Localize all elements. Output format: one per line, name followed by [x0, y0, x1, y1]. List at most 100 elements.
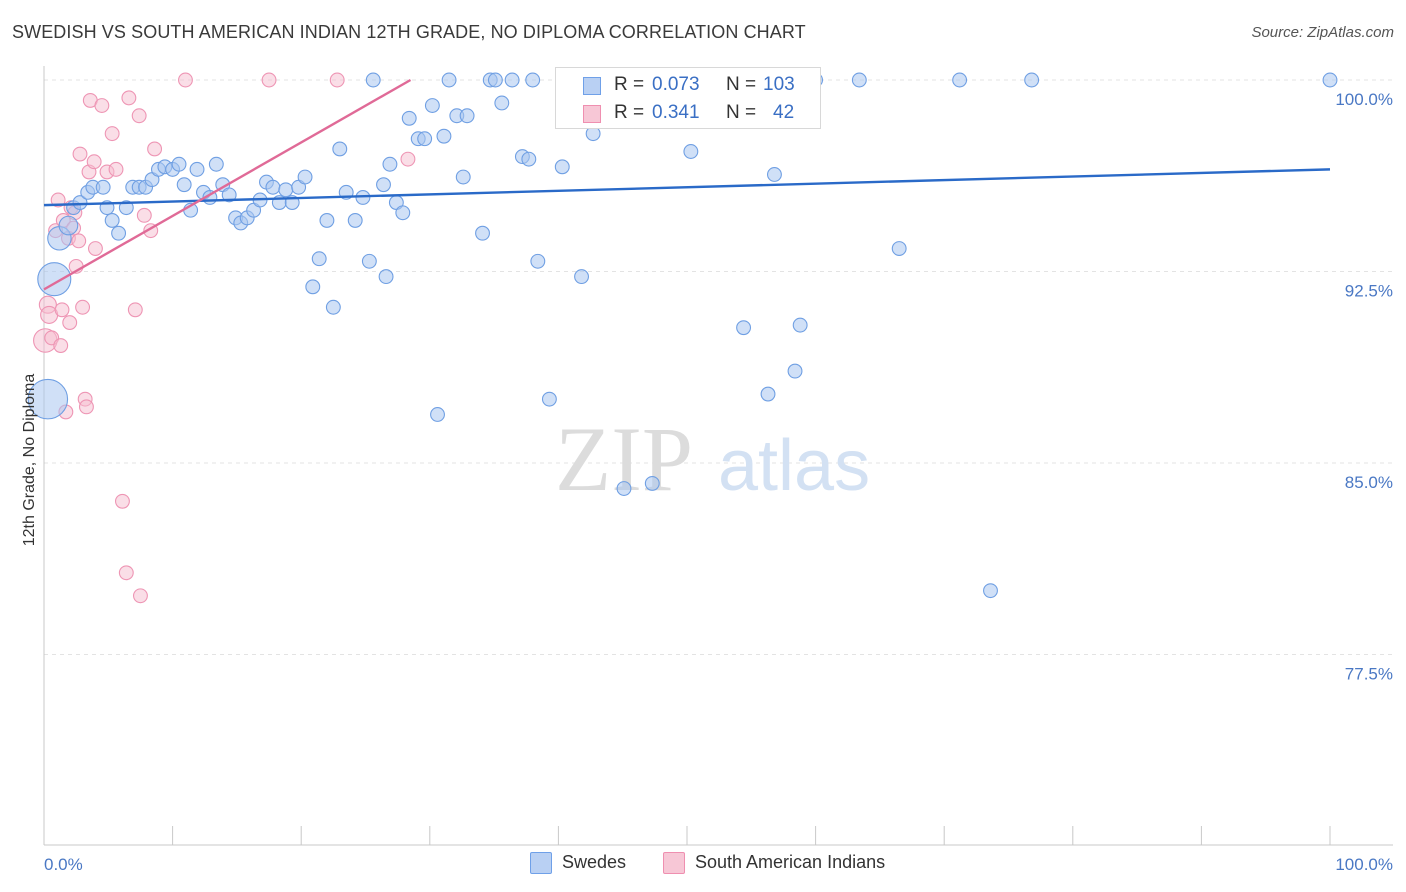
sai-point — [133, 588, 148, 604]
swedes-point — [104, 212, 120, 228]
swedes-point — [319, 212, 335, 228]
sai-point — [114, 493, 130, 509]
sai-point — [86, 154, 102, 170]
legend-n-label: N = — [726, 102, 757, 123]
grid-lines — [44, 79, 1393, 655]
sai-trend-line — [43, 78, 412, 291]
sai-point — [121, 90, 137, 106]
swedes-point — [430, 407, 445, 422]
sai-point — [147, 141, 163, 157]
swedes-point — [325, 299, 341, 315]
swedes-point — [792, 317, 808, 333]
swedes-point — [521, 151, 537, 167]
y-tick-label: 92.5% — [1345, 282, 1393, 301]
swedes-point — [616, 481, 632, 496]
swedes-point — [378, 269, 394, 285]
sai-point — [400, 151, 416, 167]
swedes-point — [417, 131, 433, 147]
sai-point — [94, 98, 110, 113]
sai-point — [108, 161, 124, 177]
swedes-point — [37, 262, 72, 297]
swedes-point — [983, 583, 998, 599]
sai-point — [75, 299, 91, 315]
x-tick-label: 100.0% — [1335, 855, 1393, 874]
legend-r-value: 0.073 — [652, 74, 700, 95]
svg-text:atlas: atlas — [718, 426, 870, 506]
swedes-point — [382, 156, 398, 172]
sai-point — [62, 315, 78, 331]
source-label: Source: ZipAtlas.com — [1251, 24, 1394, 41]
swedes-point — [530, 253, 546, 269]
swedes-point — [278, 182, 294, 198]
series-legend: Swedes South American Indians — [0, 852, 1406, 878]
sai-point — [72, 146, 88, 162]
sai-point — [78, 399, 94, 415]
sai-point — [53, 338, 69, 353]
swedes-point — [525, 72, 541, 88]
swedes-point — [347, 212, 363, 228]
swedes-swatch — [583, 77, 601, 95]
swedes-trend-line — [43, 168, 1331, 207]
sai-point — [118, 565, 134, 581]
swedes-point — [487, 72, 503, 88]
swedes-point — [441, 72, 457, 88]
axes — [43, 66, 1393, 846]
swedes-legend-label: Swedes — [562, 852, 627, 872]
swedes-point — [554, 159, 570, 175]
chart-title: SWEDISH VS SOUTH AMERICAN INDIAN 12TH GR… — [12, 22, 806, 42]
swedes-point — [171, 156, 187, 172]
sai-point — [178, 72, 193, 88]
swedes-point — [1024, 72, 1040, 88]
sai-point — [261, 72, 277, 88]
sai-point — [131, 108, 147, 124]
x-tick-label: 0.0% — [44, 855, 83, 874]
legend-row-sai: R = 0.341 N = 42 — [556, 101, 820, 127]
swedes-point — [494, 95, 510, 111]
swedes-point — [1322, 72, 1338, 88]
sai-swatch — [583, 105, 601, 123]
swedes-point — [455, 169, 471, 185]
legend-item-swedes[interactable]: Swedes — [530, 852, 627, 875]
swedes-point — [118, 200, 134, 216]
swedes-point — [952, 72, 968, 88]
swedes-point — [541, 391, 557, 407]
swedes-point — [332, 141, 348, 157]
swedes-point — [459, 108, 475, 124]
swedes-point — [221, 187, 237, 203]
y-tick-label: 77.5% — [1345, 665, 1393, 684]
legend-r-label: R = — [614, 102, 645, 123]
swedes-point — [683, 144, 699, 159]
sai-point — [136, 207, 152, 223]
swedes-point — [189, 161, 205, 177]
y-tick-label: 85.0% — [1345, 473, 1393, 492]
swedes-point — [395, 205, 411, 221]
swedes-point — [208, 156, 224, 172]
swedes-point — [297, 169, 313, 185]
swedes-point — [365, 72, 381, 88]
sai-legend-label: South American Indians — [695, 852, 886, 872]
sai-legend-swatch — [663, 852, 685, 875]
sai-point — [127, 302, 143, 318]
swedes-point — [305, 279, 321, 295]
swedes-point — [265, 179, 281, 195]
swedes-point — [311, 251, 327, 267]
swedes-point — [760, 386, 776, 402]
zipatlas-watermark: ZIP atlas — [555, 408, 870, 510]
sai-points — [33, 72, 416, 604]
swedes-legend-swatch — [530, 852, 552, 875]
tick-labels: 77.5% 85.0% 92.5% 100.0% 0.0% 100.0% — [44, 90, 1393, 874]
swedes-point — [111, 225, 127, 241]
legend-item-sai[interactable]: South American Indians — [663, 852, 886, 875]
swedes-point — [95, 179, 111, 195]
swedes-point — [766, 167, 782, 182]
legend-n-label: N = — [726, 74, 757, 95]
swedes-point — [58, 215, 79, 236]
legend-r-label: R = — [614, 74, 645, 95]
legend-n-value: 103 — [763, 74, 795, 95]
legend-n-value: 42 — [773, 102, 795, 123]
swedes-point — [787, 363, 803, 379]
legend-r-value: 0.341 — [652, 102, 700, 123]
swedes-point — [644, 475, 660, 491]
swedes-point — [72, 195, 88, 211]
swedes-point — [851, 72, 867, 88]
